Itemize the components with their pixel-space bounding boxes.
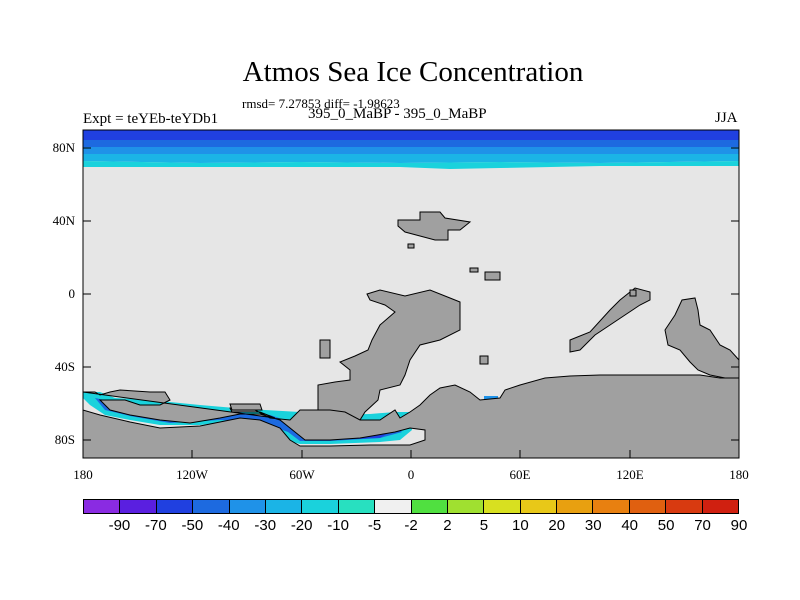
colorbar-swatch — [484, 500, 521, 513]
colorbar-swatch — [557, 500, 594, 513]
land-antarctic-patch — [229, 403, 263, 411]
colorbar-label: 70 — [694, 517, 711, 534]
colorbar-label: -5 — [367, 517, 382, 534]
colorbar-swatch — [156, 500, 194, 513]
lat-label-0: 0 — [68, 286, 76, 301]
land-north-america — [397, 211, 472, 241]
colorbar-label: 2 — [443, 517, 452, 534]
colorbar-label: 20 — [548, 517, 566, 534]
colorbar-label: 50 — [657, 517, 675, 534]
colorbar-swatch — [302, 500, 339, 513]
colorbar-swatch — [375, 500, 412, 513]
arctic-band — [83, 140, 739, 147]
land-small-island — [407, 243, 415, 249]
lon-label-60e: 60E — [509, 467, 531, 482]
chart-title: Atmos Sea Ice Concentration — [242, 56, 584, 88]
colorbar-label: -10 — [327, 517, 349, 534]
lon-label-180e: 180 — [729, 467, 749, 482]
arctic-band — [83, 147, 739, 154]
lon-ticks — [191, 450, 631, 458]
land-africa-asia — [569, 287, 651, 353]
colorbar-label: 10 — [511, 517, 529, 534]
colorbar-swatch — [702, 500, 739, 513]
colorbar-swatch — [411, 500, 448, 513]
colorbar-swatch — [666, 500, 703, 513]
colorbar-swatch — [193, 500, 230, 513]
lat-label-80n: 80N — [52, 140, 75, 155]
lon-label-60w: 60W — [289, 467, 315, 482]
colorbar-swatch — [265, 500, 303, 513]
arctic-band — [83, 161, 739, 169]
season-label: JJA — [715, 110, 738, 126]
colorbar-swatch — [338, 500, 376, 513]
colorbar-label: 5 — [479, 517, 489, 534]
colorbar-label: -30 — [254, 517, 277, 534]
colorbar-label: -20 — [290, 517, 313, 534]
land-antarctica — [82, 374, 740, 459]
colorbar-swatch — [520, 500, 558, 513]
colorbar-label: -2 — [404, 517, 418, 534]
colorbar-label: 40 — [621, 517, 638, 534]
colorbar-label: -50 — [181, 517, 204, 534]
lat-label-80s: 80S — [54, 432, 75, 447]
arctic-band — [83, 130, 739, 140]
arctic-band — [83, 154, 739, 163]
colorbar-label: 90 — [730, 517, 748, 534]
colorbar-label: -40 — [217, 517, 240, 534]
land-small-island — [484, 271, 501, 281]
rmsd-diff-stats: rmsd= 7.27853 diff= -1.98623 — [242, 96, 400, 111]
colorbar-swatch — [447, 500, 485, 513]
land-australia-region — [664, 297, 740, 379]
colorbar-swatch — [229, 500, 266, 513]
lon-label-120w: 120W — [176, 467, 208, 482]
colorbar-swatch — [593, 500, 630, 513]
land-small-island — [479, 355, 489, 365]
colorbar-label: 30 — [584, 517, 602, 534]
experiment-label: Expt = teYEb-teYDb1 — [83, 111, 219, 127]
lon-label-0: 0 — [407, 467, 415, 482]
colorbar — [83, 499, 739, 514]
period-subtitle: 395_0_MaBP - 395_0_MaBP — [308, 106, 487, 122]
land-small-island — [629, 289, 637, 297]
land-caribbean — [319, 339, 331, 359]
colorbar-swatch — [120, 500, 157, 513]
land-small-island — [469, 267, 479, 273]
colorbar-swatch — [84, 500, 121, 513]
lat-label-40s: 40S — [54, 359, 75, 374]
colorbar-swatch — [629, 500, 667, 513]
colorbar-label: -70 — [145, 517, 167, 534]
colorbar-label: -90 — [108, 517, 131, 534]
lon-label-180w: 180 — [73, 467, 93, 482]
lat-ticks — [83, 147, 739, 441]
lat-label-40n: 40N — [52, 213, 75, 228]
lon-label-120e: 120E — [616, 467, 644, 482]
arctic-anomaly-bands — [83, 130, 739, 169]
land-masses — [82, 211, 740, 459]
